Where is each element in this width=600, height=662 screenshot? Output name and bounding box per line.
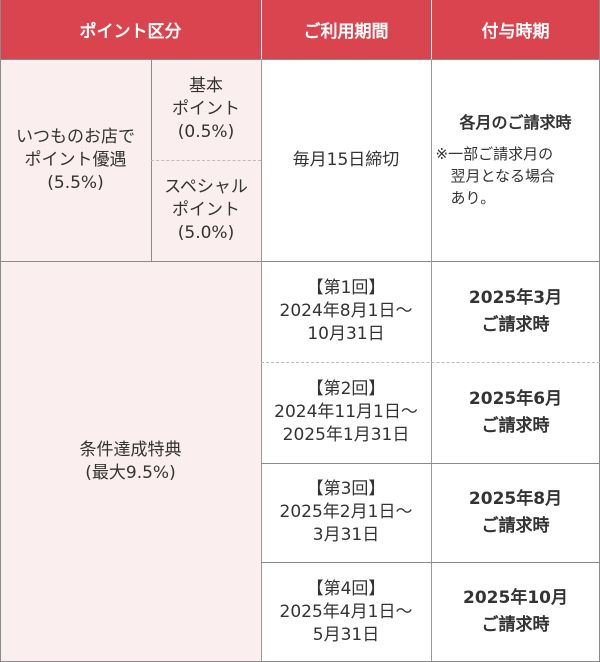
period-round-4: 【第4回】 2025年4月1日〜 5月31日 xyxy=(261,562,431,662)
grant-monthly: 各月のご請求時 ※一部ご請求月の 翌月となる場合 あり。 xyxy=(431,59,600,261)
round-end: 3月31日 xyxy=(312,525,380,545)
dashed-divider-sub xyxy=(151,160,261,161)
period-monthly: 毎月15日締切 xyxy=(261,59,431,261)
round-label: 【第2回】 xyxy=(306,379,386,399)
header-grant-timing-label: 付与時期 xyxy=(481,22,550,42)
column-divider-period xyxy=(261,0,262,662)
border-left xyxy=(0,0,1,662)
subcategory-special-point: スペシャル ポイント (5.0%) xyxy=(151,160,261,261)
grant-note: ※一部ご請求月の 翌月となる場合 あり。 xyxy=(436,143,596,209)
subcategory-rate: (0.5%) xyxy=(177,122,235,142)
round-start: 2024年11月1日〜 xyxy=(274,402,418,422)
grant-round-3: 2025年8月 ご請求時 xyxy=(431,463,600,562)
grant-suffix: ご請求時 xyxy=(481,615,550,635)
grant-month: 2025年10月 xyxy=(463,588,568,608)
header-point-category-label: ポイント区分 xyxy=(79,22,182,42)
header-divider xyxy=(0,59,600,60)
grant-note-line: 翌月となる場合 xyxy=(450,167,556,185)
round-start: 2025年2月1日〜 xyxy=(279,502,413,522)
period-round-3: 【第3回】 2025年2月1日〜 3月31日 xyxy=(261,463,431,562)
period-round-2: 【第2回】 2024年11月1日〜 2025年1月31日 xyxy=(261,362,431,463)
header-grant-timing: 付与時期 xyxy=(431,0,600,59)
grant-round-4: 2025年10月 ご請求時 xyxy=(431,562,600,662)
category-line: ポイント優遇 xyxy=(24,149,127,170)
round-start: 2025年4月1日〜 xyxy=(279,601,413,622)
round-start: 2024年8月1日〜 xyxy=(279,301,413,321)
round-end: 2025年1月31日 xyxy=(282,425,410,445)
column-divider-grant xyxy=(431,0,432,662)
grant-suffix: ご請求時 xyxy=(481,515,550,536)
round-label: 【第3回】 xyxy=(306,479,386,499)
grant-month: 2025年8月 xyxy=(468,488,563,509)
period-round-1: 【第1回】 2024年8月1日〜 10月31日 xyxy=(261,261,431,362)
subcategory-basic-point: 基本 ポイント (0.5%) xyxy=(151,59,261,160)
header-point-category: ポイント区分 xyxy=(0,0,261,59)
round-label: 【第1回】 xyxy=(306,278,386,298)
grant-round-2: 2025年6月 ご請求時 xyxy=(431,362,600,463)
category-rate: (5.5%) xyxy=(47,172,104,193)
category-line: 条件達成特典 xyxy=(79,439,182,460)
subcategory-line: 基本 xyxy=(189,76,223,96)
category-rate: (最大9.5%) xyxy=(85,462,176,483)
grant-suffix: ご請求時 xyxy=(481,415,550,436)
subcategory-line: スペシャル xyxy=(164,177,248,197)
subcategory-line: ポイント xyxy=(172,200,240,220)
grant-note-line: あり。 xyxy=(450,189,496,207)
subcategory-line: ポイント xyxy=(172,99,240,119)
grant-round-1: 2025年3月 ご請求時 xyxy=(431,261,600,362)
dashed-divider-round xyxy=(261,362,600,363)
grant-month: 2025年3月 xyxy=(468,287,563,308)
header-usage-period: ご利用期間 xyxy=(261,0,431,59)
grant-note-line: ※一部ご請求月の xyxy=(435,145,554,163)
round-end: 5月31日 xyxy=(312,624,380,645)
round-label: 【第4回】 xyxy=(306,578,386,599)
category-everyday-store: いつものお店で ポイント優遇 (5.5%) xyxy=(0,59,151,261)
grant-month: 2025年6月 xyxy=(468,388,563,409)
subcategory-rate: (5.0%) xyxy=(177,223,235,243)
header-usage-period-label: ご利用期間 xyxy=(303,22,389,42)
category-line: いつものお店で xyxy=(16,126,135,147)
header-column-divider xyxy=(261,0,262,59)
round-divider xyxy=(261,562,600,563)
round-divider xyxy=(261,463,600,464)
period-text: 毎月15日締切 xyxy=(292,149,400,170)
round-end: 10月31日 xyxy=(307,324,385,344)
header-column-divider xyxy=(431,0,432,59)
grant-suffix: ご請求時 xyxy=(481,314,550,335)
category-condition-bonus: 条件達成特典 (最大9.5%) xyxy=(0,261,261,662)
grant-title: 各月のご請求時 xyxy=(459,113,572,132)
row-divider xyxy=(0,261,600,262)
